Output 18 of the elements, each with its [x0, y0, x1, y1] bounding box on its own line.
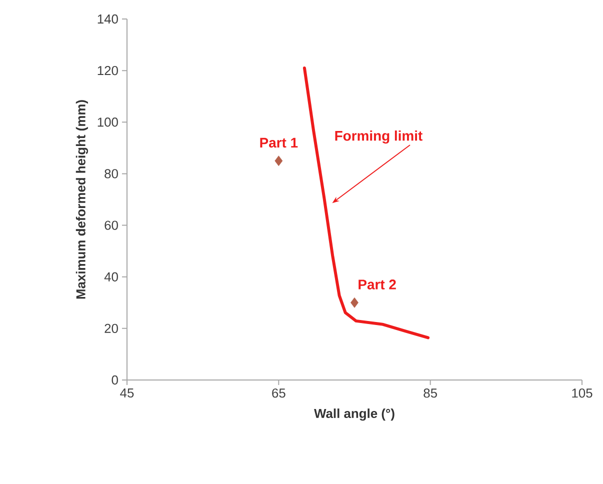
line-series: [302, 66, 430, 340]
x-tick-label: 85: [424, 388, 437, 398]
y-tick-label: 100: [98, 118, 118, 127]
x-tick-label: 45: [120, 388, 134, 398]
x-tick-label: 65: [272, 388, 286, 398]
y-tick-label: 140: [98, 14, 118, 24]
annotation: Forming limit: [335, 130, 422, 144]
y-tick-label: 60: [104, 220, 118, 230]
annotation: Part 2: [358, 280, 396, 290]
y-tick-label: 20: [104, 324, 118, 334]
annotation: Part 1: [260, 138, 298, 148]
y-tick-label: 40: [104, 272, 118, 282]
x-tick-label: 105: [572, 388, 592, 398]
y-axis-title: Maximum deformed height (mm): [76, 100, 88, 299]
y-tick-label: 0: [112, 375, 118, 385]
y-tick-label: 80: [104, 169, 118, 178]
y-tick-label: 120: [98, 66, 118, 76]
x-axis-title: Wall angle (°): [314, 408, 394, 421]
